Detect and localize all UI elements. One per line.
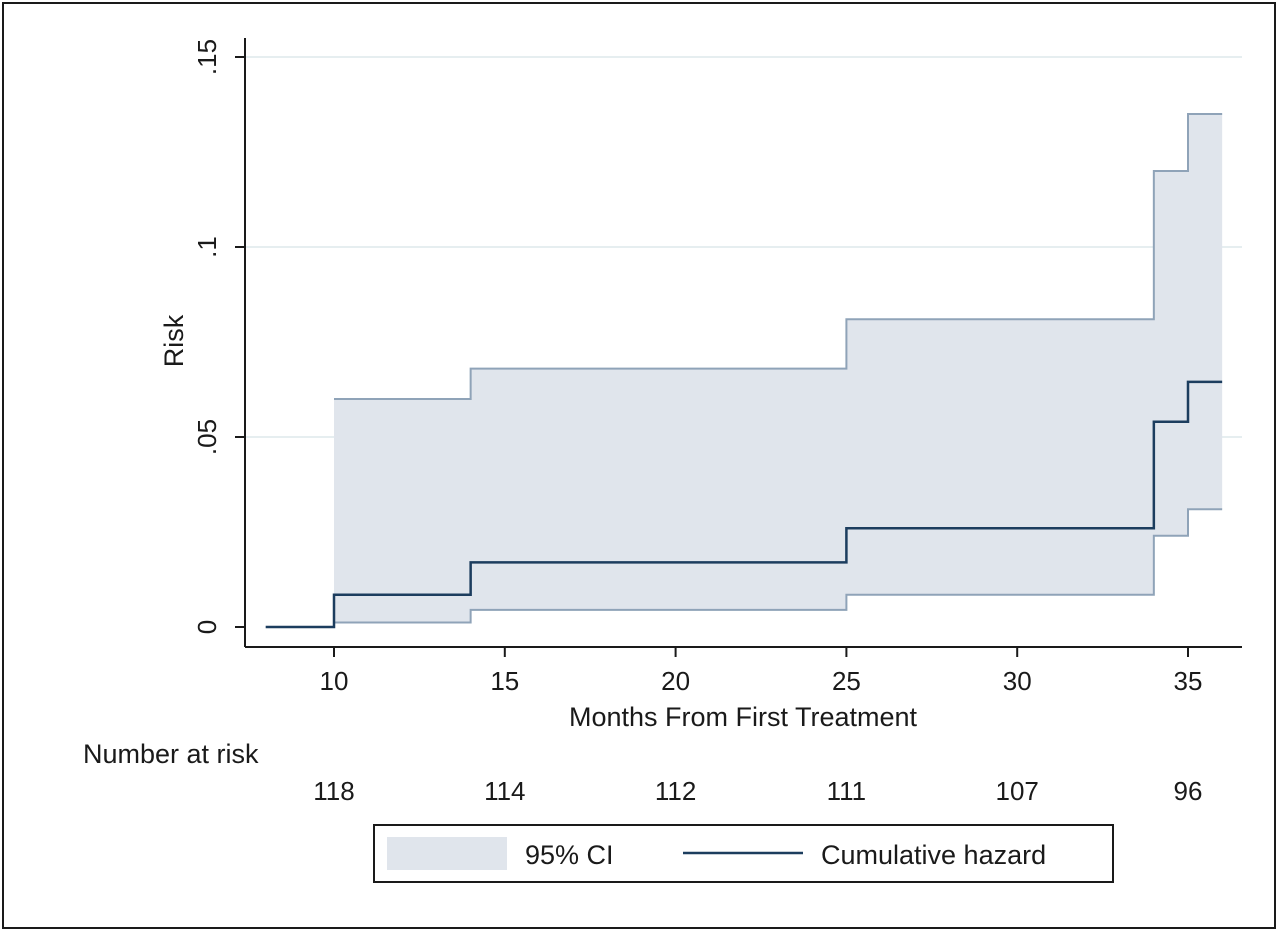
ci-fill bbox=[334, 114, 1223, 623]
legend: 95% CI Cumulative hazard bbox=[373, 824, 1114, 883]
risk-table: 118 114 112 111 107 96 bbox=[313, 776, 1202, 806]
ci-upper-line bbox=[334, 113, 1223, 400]
axes bbox=[235, 38, 1242, 657]
x-tick-label-3: 25 bbox=[832, 666, 861, 696]
risk-count-1: 114 bbox=[484, 776, 525, 806]
x-tick-label-1: 15 bbox=[490, 666, 519, 696]
y-tick-label-0: 0 bbox=[192, 620, 222, 634]
tick-labels: 0 .05 .1 .15 10 15 20 25 30 35 bbox=[192, 39, 1202, 696]
x-tick-label-4: 30 bbox=[1003, 666, 1032, 696]
hazard-series bbox=[265, 380, 1223, 629]
legend-ci-label: 95% CI bbox=[525, 840, 614, 870]
risk-table-title: Number at risk bbox=[83, 739, 259, 769]
legend-ci-swatch bbox=[387, 837, 507, 870]
risk-count-4: 107 bbox=[996, 776, 1039, 806]
risk-count-5: 96 bbox=[1174, 776, 1203, 806]
x-tick-label-0: 10 bbox=[320, 666, 349, 696]
ci-band bbox=[334, 113, 1223, 624]
ci-lower-line bbox=[334, 508, 1223, 624]
risk-count-0: 118 bbox=[313, 776, 354, 806]
x-axis-title: Months From First Treatment bbox=[569, 702, 918, 732]
legend-hazard-label: Cumulative hazard bbox=[821, 840, 1046, 870]
y-tick-label-2: .1 bbox=[192, 236, 222, 258]
x-tick-label-5: 35 bbox=[1174, 666, 1203, 696]
x-tick-label-2: 20 bbox=[661, 666, 690, 696]
risk-count-2: 112 bbox=[655, 776, 696, 806]
risk-count-3: 111 bbox=[827, 776, 867, 806]
y-tick-label-1: .05 bbox=[192, 419, 222, 455]
hazard-line bbox=[265, 380, 1223, 629]
y-tick-label-3: .15 bbox=[192, 39, 222, 75]
y-axis-title: Risk bbox=[159, 314, 189, 367]
